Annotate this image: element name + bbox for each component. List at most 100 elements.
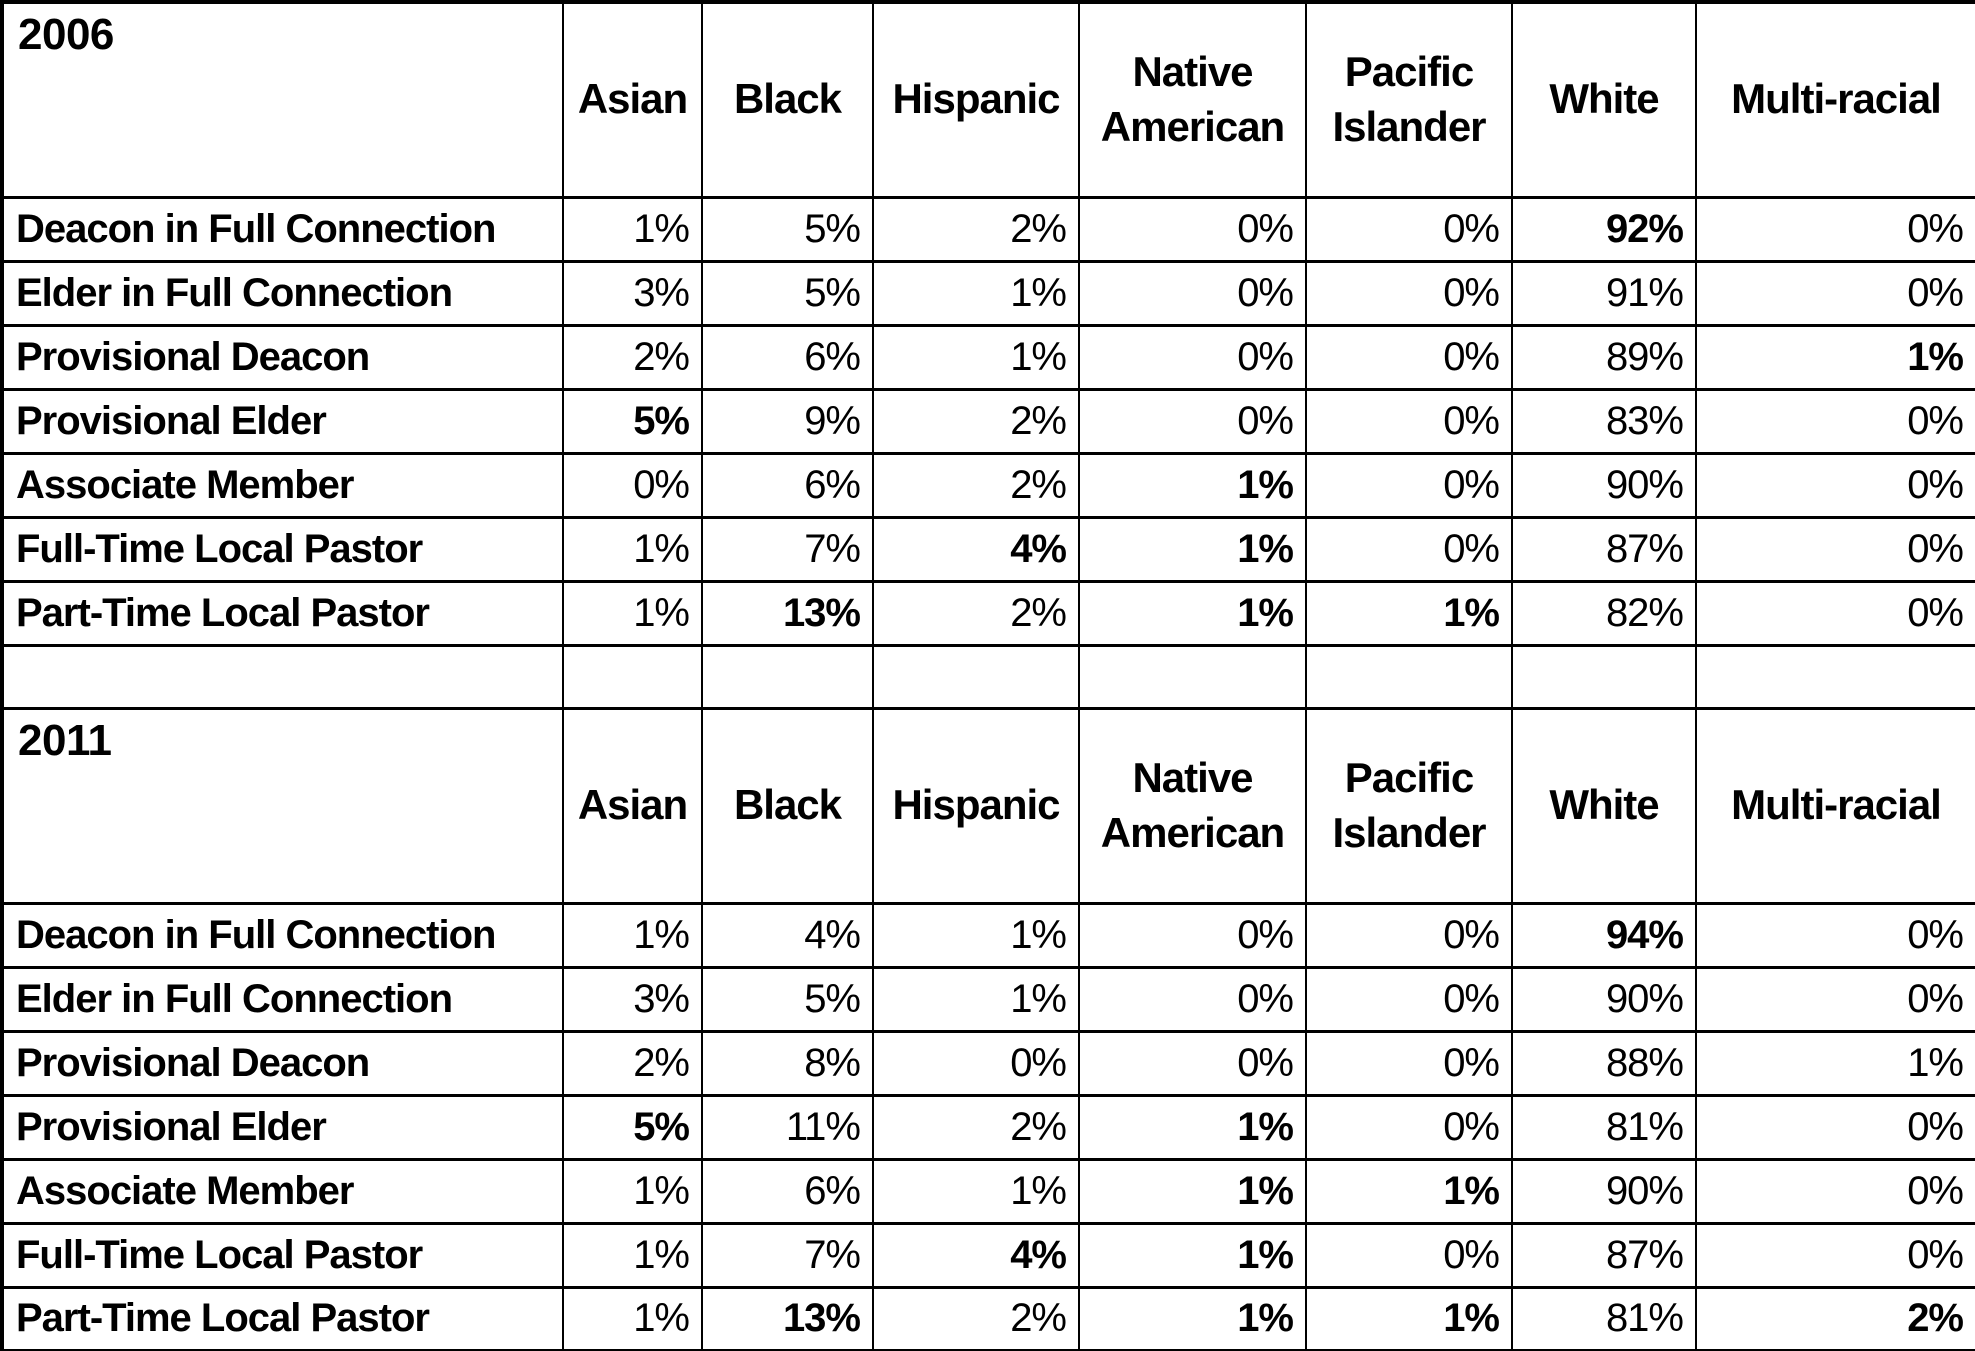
value-cell: 0% <box>1305 1093 1513 1161</box>
value-cell: 0% <box>1695 451 1975 519</box>
table-row: Associate Member 0% 6% 2% 1% 0% 90% 0% <box>1 451 1975 519</box>
value-cell: 0% <box>1305 451 1513 519</box>
value-cell: 7% <box>701 515 874 583</box>
value-cell: 0% <box>1078 1029 1307 1097</box>
value-cell: 5% <box>701 259 874 327</box>
value-cell: 0% <box>872 1029 1080 1097</box>
table-row: Full-Time Local Pastor 1% 7% 4% 1% 0% 87% 0% <box>1 515 1975 583</box>
value-cell: 81% <box>1511 1285 1697 1351</box>
value-cell: 1% <box>562 515 703 583</box>
row-label: Full-Time Local Pastor <box>1 1221 564 1289</box>
row-label: Associate Member <box>1 451 564 519</box>
value-cell: 3% <box>562 965 703 1033</box>
value-cell: 88% <box>1511 1029 1697 1097</box>
value-cell: 0% <box>1305 1221 1513 1289</box>
value-cell: 91% <box>1511 259 1697 327</box>
row-label: Part-Time Local Pastor <box>1 1285 564 1351</box>
value-cell: 1% <box>872 259 1080 327</box>
table-row: Provisional Elder 5% 9% 2% 0% 0% 83% 0% <box>1 387 1975 455</box>
value-cell: 1% <box>562 901 703 969</box>
value-cell: 1% <box>562 579 703 647</box>
column-header: Asian <box>562 706 703 905</box>
spacer-cell <box>1695 643 1975 710</box>
table-row: Provisional Deacon 2% 8% 0% 0% 0% 88% 1% <box>1 1029 1975 1097</box>
value-cell: 5% <box>562 387 703 455</box>
value-cell: 2% <box>872 195 1080 263</box>
value-cell: 5% <box>562 1093 703 1161</box>
value-cell: 0% <box>1305 1029 1513 1097</box>
column-header: Pacific Islander <box>1305 706 1513 905</box>
value-cell: 0% <box>1695 1221 1975 1289</box>
value-cell: 0% <box>1078 323 1307 391</box>
value-cell: 0% <box>1695 515 1975 583</box>
table-row: Part-Time Local Pastor 1% 13% 2% 1% 1% 82% 0% <box>1 579 1975 647</box>
year-label: 2011 <box>1 706 564 905</box>
value-cell: 1% <box>1305 1157 1513 1225</box>
value-cell: 0% <box>1695 965 1975 1033</box>
column-header: Black <box>701 0 874 199</box>
value-cell: 1% <box>1078 1157 1307 1225</box>
row-label: Full-Time Local Pastor <box>1 515 564 583</box>
table-row: Deacon in Full Connection 1% 4% 1% 0% 0% 94% 0% <box>1 901 1975 969</box>
value-cell: 1% <box>562 195 703 263</box>
value-cell: 90% <box>1511 965 1697 1033</box>
column-header: Multi-racial <box>1695 0 1975 199</box>
value-cell: 1% <box>1078 451 1307 519</box>
value-cell: 87% <box>1511 1221 1697 1289</box>
value-cell: 1% <box>1305 1285 1513 1351</box>
row-label: Deacon in Full Connection <box>1 195 564 263</box>
value-cell: 6% <box>701 451 874 519</box>
value-cell: 0% <box>1695 579 1975 647</box>
table-row: Associate Member 1% 6% 1% 1% 1% 90% 0% <box>1 1157 1975 1225</box>
table-row: Elder in Full Connection 3% 5% 1% 0% 0% 90% 0% <box>1 965 1975 1033</box>
header-row-2006: 2006 Asian Black Hispanic Native American Pac… <box>1 0 1975 199</box>
row-label: Deacon in Full Connection <box>1 901 564 969</box>
value-cell: 1% <box>872 965 1080 1033</box>
table-row: Deacon in Full Connection 1% 5% 2% 0% 0% 92% 0% <box>1 195 1975 263</box>
value-cell: 1% <box>562 1221 703 1289</box>
column-header: Hispanic <box>872 706 1080 905</box>
value-cell: 0% <box>1695 195 1975 263</box>
spacer-cell <box>1078 643 1307 710</box>
value-cell: 0% <box>1078 195 1307 263</box>
value-cell: 0% <box>1305 965 1513 1033</box>
value-cell: 2% <box>872 579 1080 647</box>
value-cell: 2% <box>872 451 1080 519</box>
value-cell: 0% <box>1305 323 1513 391</box>
value-cell: 0% <box>1078 965 1307 1033</box>
value-cell: 2% <box>562 1029 703 1097</box>
row-label: Elder in Full Connection <box>1 259 564 327</box>
value-cell: 0% <box>1078 259 1307 327</box>
value-cell: 5% <box>701 195 874 263</box>
column-header: White <box>1511 706 1697 905</box>
row-label: Part-Time Local Pastor <box>1 579 564 647</box>
value-cell: 0% <box>1305 901 1513 969</box>
column-header: Multi-racial <box>1695 706 1975 905</box>
value-cell: 1% <box>1695 1029 1975 1097</box>
row-label: Associate Member <box>1 1157 564 1225</box>
value-cell: 0% <box>1305 259 1513 327</box>
value-cell: 0% <box>1078 387 1307 455</box>
row-label: Provisional Deacon <box>1 323 564 391</box>
value-cell: 4% <box>872 515 1080 583</box>
column-header: Native American <box>1078 706 1307 905</box>
value-cell: 1% <box>1078 1221 1307 1289</box>
value-cell: 89% <box>1511 323 1697 391</box>
value-cell: 1% <box>1695 323 1975 391</box>
value-cell: 94% <box>1511 901 1697 969</box>
value-cell: 1% <box>872 1157 1080 1225</box>
value-cell: 1% <box>562 1285 703 1351</box>
value-cell: 0% <box>1695 1093 1975 1161</box>
value-cell: 11% <box>701 1093 874 1161</box>
value-cell: 92% <box>1511 195 1697 263</box>
value-cell: 5% <box>701 965 874 1033</box>
row-label: Provisional Deacon <box>1 1029 564 1097</box>
value-cell: 90% <box>1511 451 1697 519</box>
value-cell: 6% <box>701 323 874 391</box>
row-label: Provisional Elder <box>1 387 564 455</box>
value-cell: 0% <box>1305 515 1513 583</box>
spacer-cell <box>1305 643 1513 710</box>
value-cell: 83% <box>1511 387 1697 455</box>
value-cell: 0% <box>1695 901 1975 969</box>
